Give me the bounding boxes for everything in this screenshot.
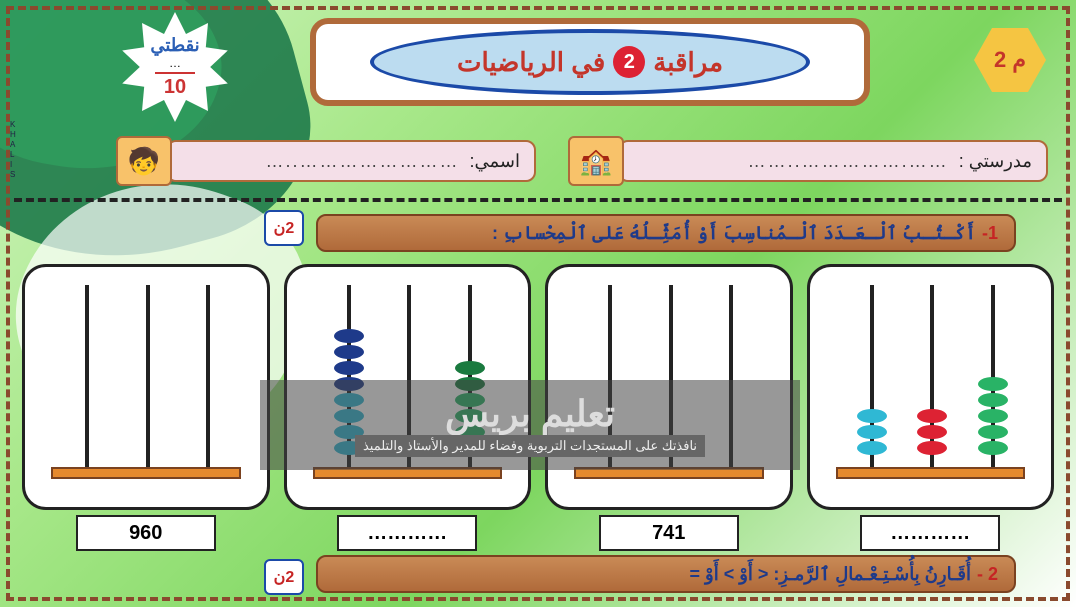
abacus-rod-2 bbox=[930, 285, 934, 467]
watermark: تعليم بريس نافذتك على المستجدات التربوية… bbox=[260, 380, 800, 470]
title-number: 2 bbox=[613, 46, 645, 78]
abacus-answer-2[interactable]: ………… bbox=[337, 515, 477, 551]
title-before: مراقبة bbox=[653, 47, 723, 78]
name-label: اسمي: bbox=[470, 151, 521, 172]
q2-number: 2 - bbox=[977, 564, 998, 585]
bead bbox=[334, 329, 364, 343]
level-label: م 2 bbox=[994, 47, 1026, 73]
abacus-rod-3 bbox=[206, 285, 210, 467]
bead bbox=[857, 425, 887, 439]
level-hexagon: م 2 bbox=[974, 28, 1046, 92]
separator-1 bbox=[14, 198, 1062, 202]
name-input[interactable]: اسمي: ……………………..… bbox=[166, 140, 536, 182]
abacus-base bbox=[51, 467, 241, 479]
name-value: ……………………..… bbox=[265, 151, 459, 172]
school-input[interactable]: مدرستي : …….……………..…… bbox=[618, 140, 1048, 182]
bead bbox=[857, 409, 887, 423]
bead bbox=[334, 361, 364, 375]
bead bbox=[857, 441, 887, 455]
bead bbox=[334, 345, 364, 359]
school-icon: 🏫 bbox=[568, 136, 624, 186]
watermark-big: تعليم بريس bbox=[445, 393, 615, 435]
bead bbox=[917, 441, 947, 455]
bead bbox=[978, 425, 1008, 439]
bead bbox=[917, 425, 947, 439]
title-ellipse: مراقبة 2 في الرياضيات bbox=[370, 29, 810, 95]
abacus-rod-1 bbox=[870, 285, 874, 467]
q1-text: أَكْـتُـبُ ٱلْـعَـدَدَ ٱلْـمُناسِبَ أَوْ… bbox=[492, 223, 976, 244]
abacus-rod-3 bbox=[991, 285, 995, 467]
abacus-1 bbox=[45, 285, 247, 479]
q2-text: أُقَـارِنُ بِأُسْـتِـعْـمالِ ٱلرَّمـزِ: … bbox=[689, 564, 971, 585]
abacus-rod-2 bbox=[146, 285, 150, 467]
q1-number: 1- bbox=[982, 223, 998, 244]
question-1-bar: 1- أَكْـتُـبُ ٱلْـعَـدَدَ ٱلْـمُناسِبَ أ… bbox=[316, 214, 1016, 252]
abacus-panel-4: ………… bbox=[807, 264, 1055, 510]
school-label: مدرستي : bbox=[959, 151, 1032, 172]
bead bbox=[978, 377, 1008, 391]
title-after: في الرياضيات bbox=[457, 47, 605, 78]
school-row: مدرستي : …….……………..…… 🏫 bbox=[568, 136, 1048, 186]
side-credit: KHALIS bbox=[10, 120, 16, 180]
school-value: …….……………..…… bbox=[748, 151, 949, 172]
abacus-answer-4[interactable]: ………… bbox=[860, 515, 1000, 551]
abacus-answer-3[interactable]: 741 bbox=[599, 515, 739, 551]
student-icon: 🧒 bbox=[116, 136, 172, 186]
bead bbox=[978, 393, 1008, 407]
abacus-base bbox=[836, 467, 1026, 479]
bead bbox=[455, 361, 485, 375]
bead bbox=[978, 409, 1008, 423]
bead bbox=[917, 409, 947, 423]
score-denominator: 10 bbox=[164, 76, 186, 99]
abacus-rod-1 bbox=[85, 285, 89, 467]
title-frame: مراقبة 2 في الرياضيات bbox=[310, 18, 870, 106]
score-fraction-bar bbox=[155, 72, 195, 74]
score-dots: … bbox=[169, 56, 181, 70]
name-row: اسمي: ……………………..… 🧒 bbox=[116, 136, 536, 186]
question-2-bar: 2 - أُقَـارِنُ بِأُسْـتِـعْـمالِ ٱلرَّمـ… bbox=[316, 555, 1016, 593]
abacus-answer-1[interactable]: 960 bbox=[76, 515, 216, 551]
bead bbox=[978, 441, 1008, 455]
abacus-4 bbox=[830, 285, 1032, 479]
watermark-small: نافذتك على المستجدات التربوية وفضاء للمد… bbox=[355, 435, 705, 457]
q2-points-badge: 2ن bbox=[264, 559, 304, 595]
q1-points-badge: 2ن bbox=[264, 210, 304, 246]
score-label: نقطتي bbox=[150, 35, 199, 56]
abacus-panel-1: 960 bbox=[22, 264, 270, 510]
